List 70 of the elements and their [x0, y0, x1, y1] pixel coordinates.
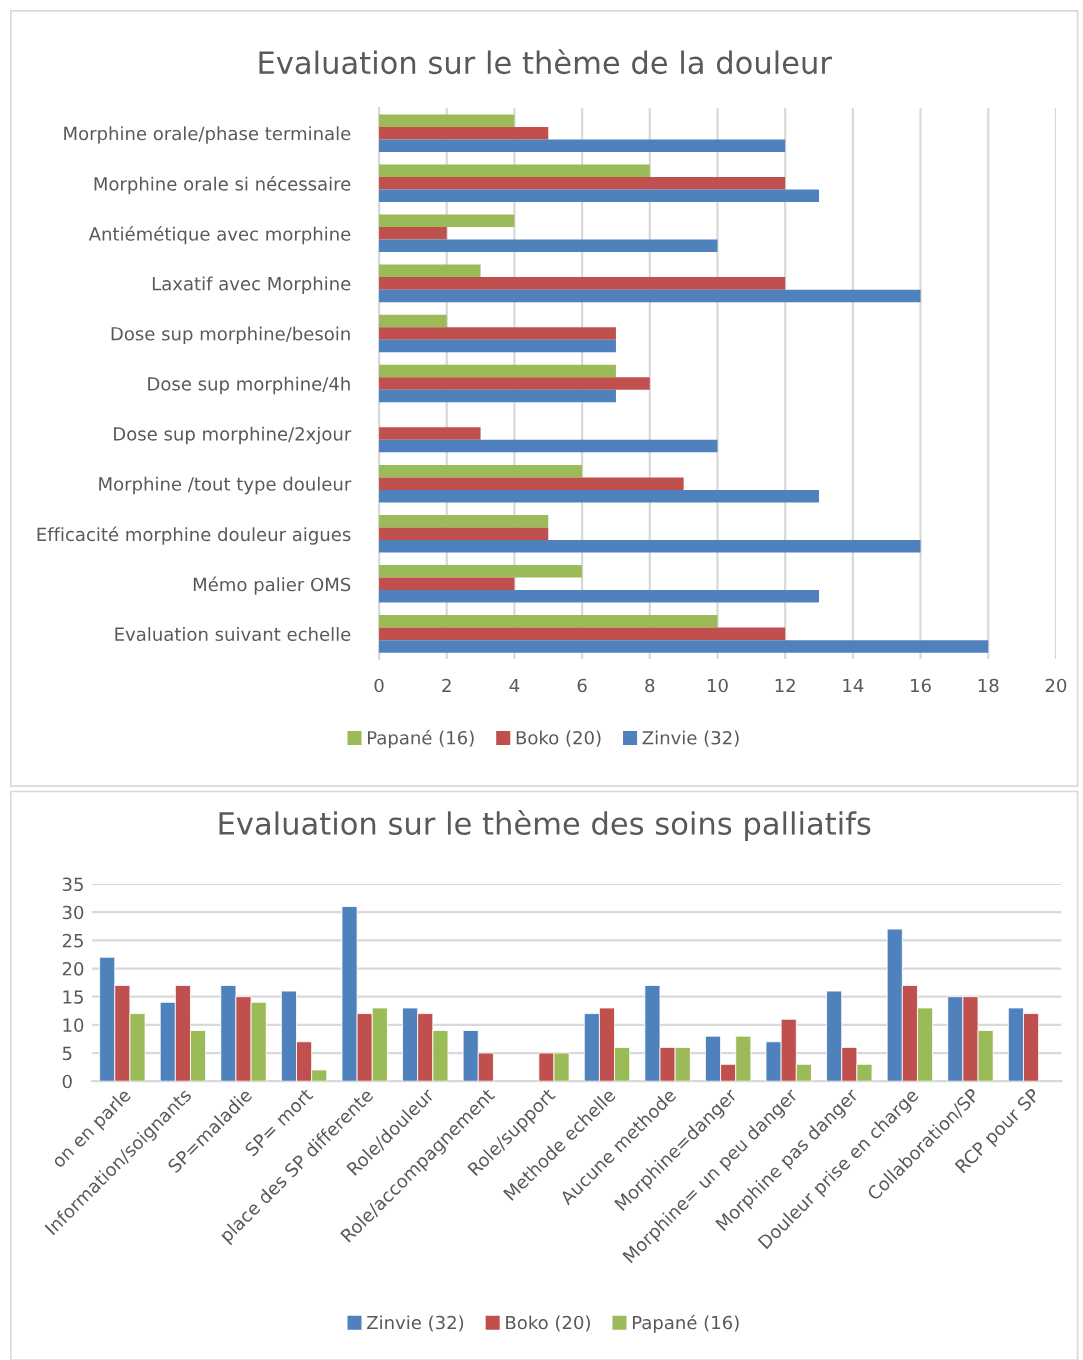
- legend-label: Boko (20): [506, 1315, 590, 1332]
- x-tick-label: 6: [577, 678, 587, 693]
- y-tick-label: Laxatif avec Morphine: [152, 276, 351, 294]
- chart-title: Evaluation sur le thème des soins palliatifs: [219, 810, 871, 841]
- bar: [379, 114, 515, 127]
- x-tick-label: 8: [645, 678, 655, 693]
- legend-label: Papané (16): [632, 1314, 739, 1333]
- bar: [379, 527, 549, 540]
- bar: [379, 164, 650, 177]
- bar: [379, 126, 549, 140]
- bar: [379, 314, 447, 328]
- x-tick-label: 16: [911, 678, 931, 693]
- legend-label: Papané (16): [368, 729, 474, 749]
- x-tick-label: 4: [509, 678, 520, 693]
- x-tick-label: 0: [374, 678, 384, 693]
- y-tick-label: Morphine orale/phase terminale: [64, 126, 351, 144]
- bar: [379, 227, 447, 240]
- y-tick-label: Dose sup morphine/2xjour: [114, 426, 352, 445]
- y-tick-label: Morphine orale si nécessaire: [94, 176, 351, 195]
- x-tick-label: 10: [707, 678, 728, 693]
- bar: [379, 540, 921, 553]
- bar: [379, 464, 583, 478]
- x-tick-label: 20: [1045, 678, 1067, 693]
- bar: [379, 264, 481, 278]
- y-tick-label: Efficacité morphine douleur aigues: [37, 526, 351, 545]
- y-tick-label: Antiémétique avec morphine: [88, 226, 351, 245]
- bar: [379, 439, 718, 453]
- x-tick-label: 2: [442, 678, 451, 693]
- bar: [379, 627, 786, 641]
- y-tick-label: 5: [62, 1046, 72, 1061]
- y-tick-label: 25: [62, 933, 83, 948]
- bar: [379, 214, 515, 228]
- y-tick-label: Evaluation suivant echelle: [115, 627, 351, 641]
- bar: [379, 239, 718, 253]
- bar: [379, 277, 786, 290]
- bar: [379, 590, 820, 603]
- y-tick-label: Dose sup morphine/4h: [148, 376, 350, 395]
- bar: [379, 640, 989, 653]
- bar: [379, 339, 616, 353]
- bar: [379, 615, 718, 628]
- bar: [379, 189, 820, 203]
- bar: [379, 364, 616, 378]
- y-tick-label: Dose sup morphine/besoin: [111, 326, 350, 345]
- y-tick-label: 20: [62, 961, 84, 976]
- bar: [379, 377, 650, 390]
- chart-title: Evaluation sur le thème de la douleur: [259, 49, 832, 75]
- bar: [379, 427, 481, 440]
- x-tick-label: 12: [775, 678, 795, 693]
- y-tick-label: 35: [62, 877, 83, 892]
- bar: [379, 477, 684, 490]
- legend-label: Zinvie (32): [642, 730, 739, 747]
- bar: [379, 327, 616, 340]
- bar: [379, 514, 549, 528]
- y-tick-label: 0: [62, 1074, 72, 1089]
- x-tick-label: 14: [843, 678, 864, 693]
- y-tick-label: 10: [63, 1018, 84, 1032]
- y-tick-label: 30: [62, 905, 84, 920]
- bar: [379, 176, 786, 190]
- bar: [379, 389, 616, 403]
- x-tick-label: 18: [978, 678, 999, 693]
- bar: [379, 577, 515, 591]
- bar: [379, 489, 820, 503]
- y-tick-label: 15: [63, 990, 83, 1004]
- bar: [379, 565, 583, 578]
- bar: [379, 139, 786, 152]
- y-tick-label: Morphine /tout type douleur: [99, 476, 352, 495]
- legend-label: Boko (20): [516, 730, 601, 747]
- y-tick-label: Mémo palier OMS: [193, 576, 351, 595]
- legend-label: Zinvie (32): [367, 1315, 464, 1332]
- bar: [379, 289, 921, 303]
